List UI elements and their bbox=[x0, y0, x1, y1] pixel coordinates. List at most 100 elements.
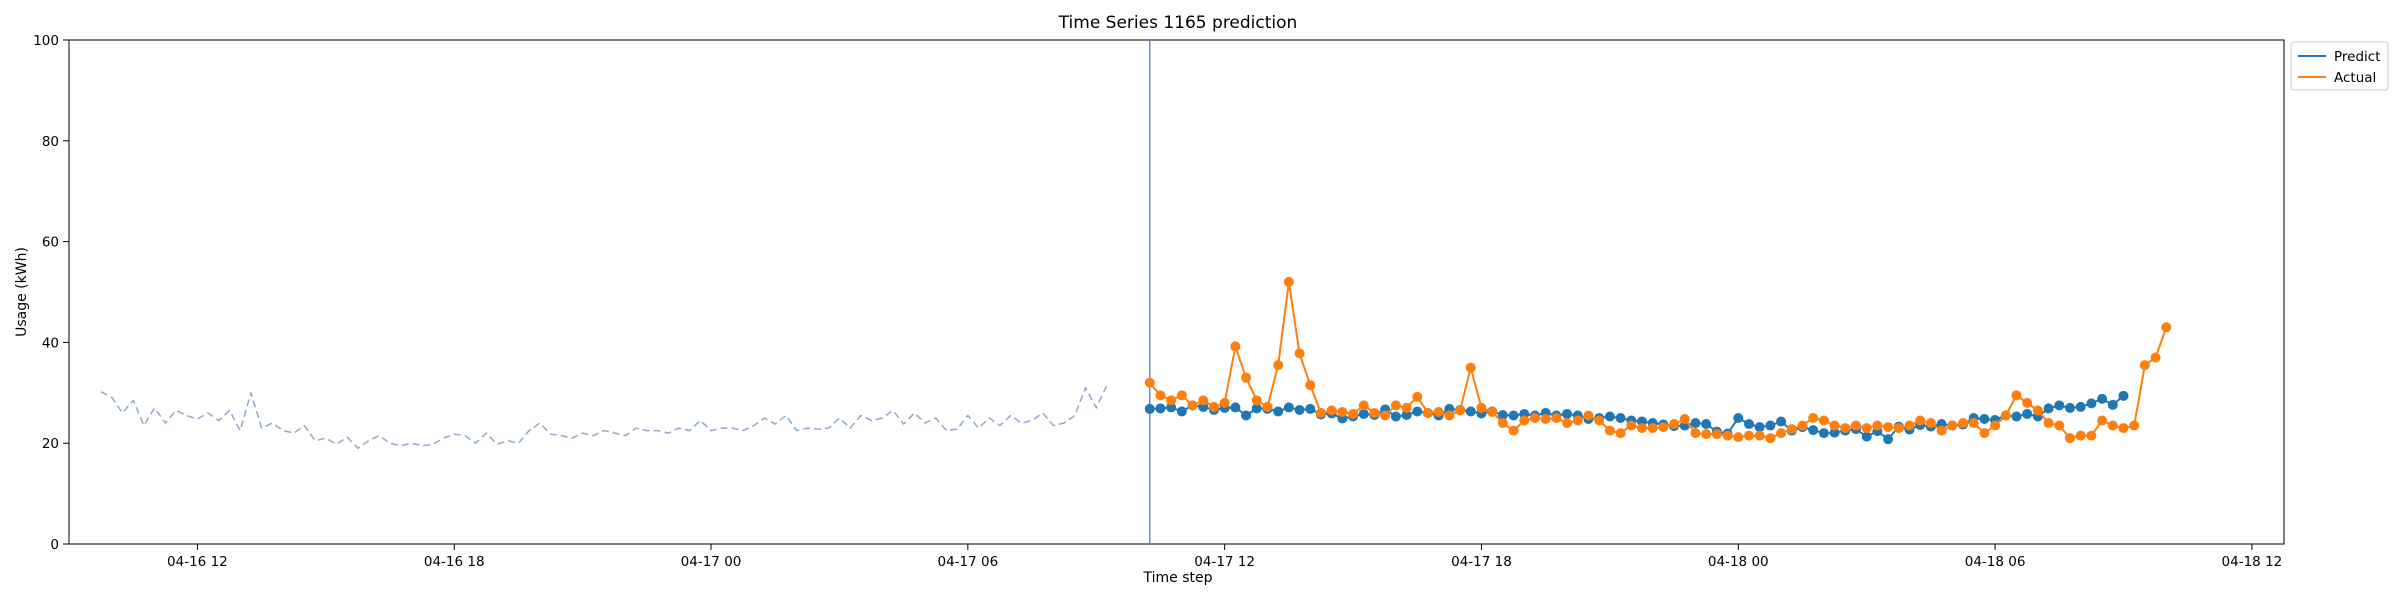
data-point-actual bbox=[1273, 360, 1284, 371]
chart-title: Time Series 1165 prediction bbox=[1058, 13, 1298, 33]
data-point-predict bbox=[1861, 431, 1872, 442]
legend-actual-label: Actual bbox=[2334, 70, 2376, 86]
data-point-predict bbox=[1176, 406, 1187, 417]
data-point-predict bbox=[2075, 401, 2086, 412]
data-point-actual bbox=[1508, 425, 1519, 436]
data-point-actual bbox=[1594, 415, 1605, 426]
data-point-predict bbox=[2022, 408, 2033, 419]
data-point-actual bbox=[2022, 397, 2033, 408]
data-point-actual bbox=[2097, 415, 2108, 426]
y-tick-label: 40 bbox=[42, 335, 59, 351]
data-point-actual bbox=[1669, 419, 1680, 430]
data-point-actual bbox=[1893, 423, 1904, 434]
x-tick-label: 04-18 12 bbox=[2222, 554, 2283, 570]
data-point-actual bbox=[1647, 423, 1658, 434]
data-point-predict bbox=[1390, 411, 1401, 422]
x-axis-label: Time step bbox=[1143, 570, 1213, 586]
data-point-actual bbox=[1390, 400, 1401, 411]
data-point-predict bbox=[1776, 416, 1787, 427]
data-point-actual bbox=[1765, 433, 1776, 444]
data-point-actual bbox=[1497, 418, 1508, 429]
data-point-actual bbox=[2064, 433, 2075, 444]
data-point-predict bbox=[2086, 398, 2097, 409]
data-point-actual bbox=[1326, 405, 1337, 416]
data-point-actual bbox=[1636, 423, 1647, 434]
data-point-actual bbox=[1829, 420, 1840, 431]
x-tick-label: 04-18 06 bbox=[1965, 554, 2026, 570]
data-point-predict bbox=[2097, 393, 2108, 404]
data-point-actual bbox=[1808, 413, 1819, 423]
x-tick-label: 04-17 00 bbox=[681, 554, 742, 570]
data-point-predict bbox=[1979, 414, 1990, 425]
data-point-predict bbox=[1701, 419, 1712, 430]
data-point-actual bbox=[1380, 410, 1391, 421]
data-point-actual bbox=[1540, 414, 1551, 425]
data-point-actual bbox=[2086, 430, 2097, 441]
data-point-predict bbox=[1401, 409, 1412, 420]
data-point-actual bbox=[1915, 415, 1926, 426]
y-tick-label: 60 bbox=[42, 235, 59, 251]
data-point-actual bbox=[1187, 400, 1198, 411]
data-point-actual bbox=[1968, 418, 1979, 429]
data-point-actual bbox=[1305, 380, 1316, 391]
data-point-actual bbox=[1883, 422, 1894, 433]
data-point-actual bbox=[1476, 402, 1487, 413]
data-point-actual bbox=[1144, 377, 1155, 388]
data-point-actual bbox=[1776, 428, 1787, 439]
data-point-predict bbox=[1241, 410, 1252, 421]
data-point-actual bbox=[1872, 420, 1883, 431]
data-point-actual bbox=[1743, 430, 1754, 441]
data-point-actual bbox=[2011, 390, 2022, 401]
legend-predict-label: Predict bbox=[2334, 49, 2381, 65]
data-point-actual bbox=[1433, 406, 1444, 417]
legend: Predict Actual bbox=[2290, 41, 2389, 91]
data-point-actual bbox=[1230, 341, 1241, 352]
series-line-history bbox=[100, 384, 1108, 449]
data-point-actual bbox=[1444, 410, 1455, 421]
data-point-actual bbox=[1711, 429, 1722, 440]
data-point-predict bbox=[1829, 427, 1840, 438]
data-point-predict bbox=[1690, 418, 1701, 429]
data-point-actual bbox=[1572, 415, 1583, 426]
plot-area bbox=[68, 39, 2285, 545]
data-point-predict bbox=[1294, 404, 1305, 415]
data-point-actual bbox=[1241, 372, 1252, 383]
y-tick-label: 0 bbox=[50, 537, 59, 553]
data-point-predict bbox=[1273, 406, 1284, 417]
data-point-predict bbox=[1497, 409, 1508, 420]
data-point-actual bbox=[1166, 395, 1177, 406]
data-point-actual bbox=[2161, 322, 2172, 333]
data-point-actual bbox=[1519, 415, 1530, 426]
data-point-actual bbox=[1337, 406, 1348, 417]
data-point-actual bbox=[1487, 406, 1498, 417]
data-point-predict bbox=[2043, 403, 2054, 414]
data-point-actual bbox=[1722, 430, 1733, 441]
y-axis-label: Usage (kWh) bbox=[14, 247, 30, 337]
data-point-predict bbox=[2064, 402, 2075, 413]
data-point-actual bbox=[1401, 402, 1412, 413]
data-point-actual bbox=[1262, 401, 1273, 412]
data-point-actual bbox=[1701, 429, 1712, 440]
data-point-actual bbox=[1979, 428, 1990, 439]
data-point-actual bbox=[1904, 420, 1915, 431]
data-point-actual bbox=[1583, 410, 1594, 421]
data-point-actual bbox=[2032, 405, 2043, 416]
data-point-actual bbox=[1348, 408, 1359, 419]
data-point-predict bbox=[1765, 420, 1776, 431]
data-point-actual bbox=[1658, 422, 1669, 433]
data-point-actual bbox=[1936, 425, 1947, 436]
data-point-actual bbox=[1615, 428, 1626, 439]
data-point-actual bbox=[1465, 362, 1476, 373]
data-point-actual bbox=[2150, 352, 2161, 363]
data-point-actual bbox=[1754, 430, 1765, 441]
data-point-actual bbox=[1176, 390, 1187, 401]
data-point-predict bbox=[1283, 402, 1294, 413]
data-point-actual bbox=[2107, 420, 2118, 431]
data-point-actual bbox=[1358, 400, 1369, 411]
data-point-actual bbox=[1315, 407, 1326, 418]
data-point-actual bbox=[1925, 418, 1936, 429]
data-point-predict bbox=[2107, 399, 2118, 410]
data-point-predict bbox=[1305, 403, 1316, 414]
data-point-actual bbox=[2043, 418, 2054, 429]
